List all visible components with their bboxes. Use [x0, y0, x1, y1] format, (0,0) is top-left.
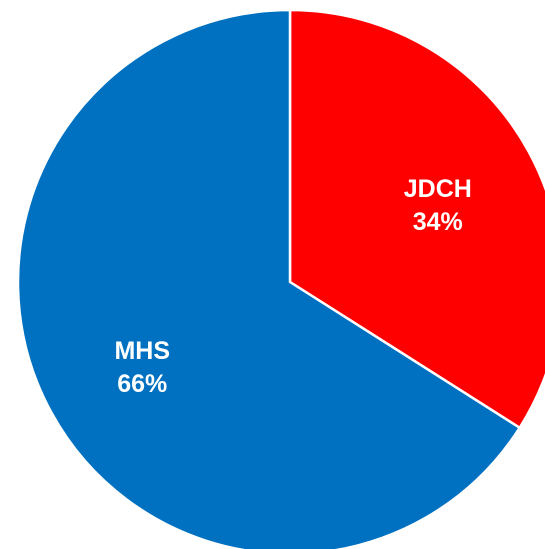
pie-slices	[16, 8, 545, 549]
slice-value-jdch: 34%	[413, 208, 463, 236]
slice-value-mhs: 66%	[117, 370, 167, 398]
pie-slice-jdch	[288, 8, 545, 429]
slice-name-jdch: JDCH	[404, 175, 472, 203]
slice-name-mhs: MHS	[114, 337, 170, 365]
pie-labels: JDCH 34% MHS 66%	[114, 175, 471, 398]
slice-label-mhs: MHS 66%	[114, 337, 170, 398]
pie-slice-mhs	[16, 8, 521, 549]
slice-label-jdch: JDCH 34%	[404, 175, 472, 236]
